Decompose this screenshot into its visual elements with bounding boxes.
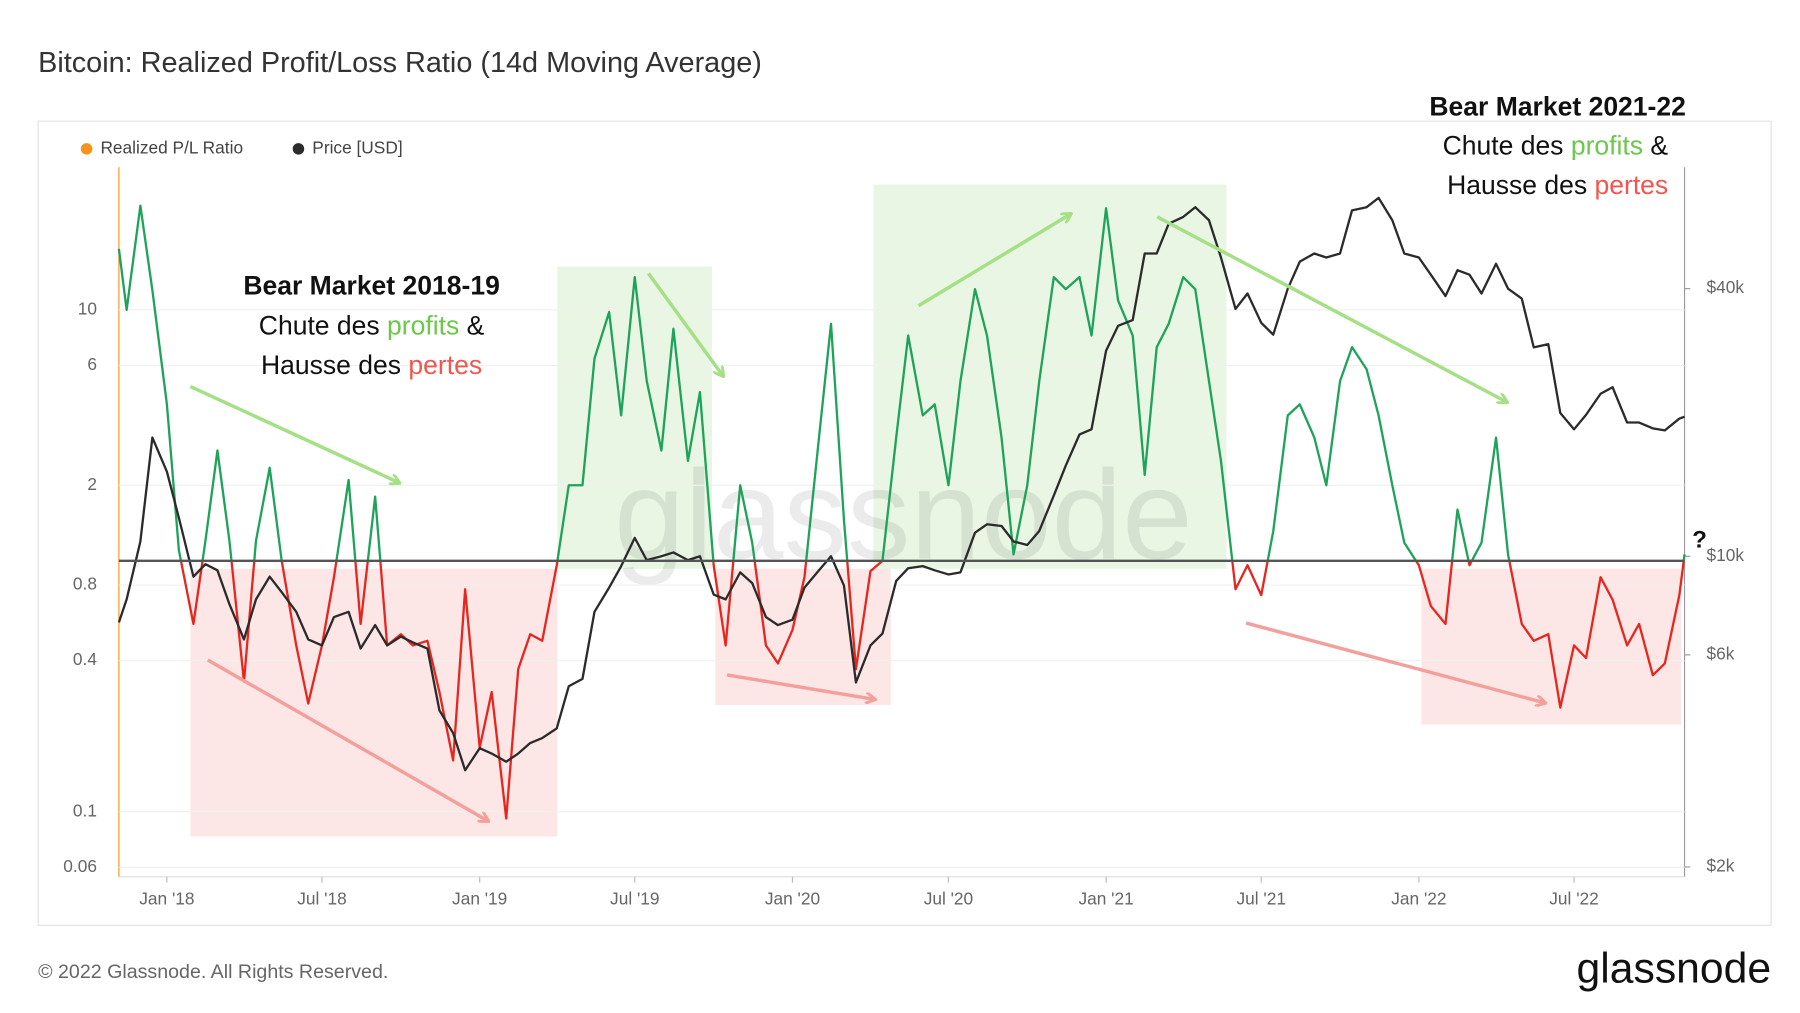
watermark: glassnode: [614, 443, 1193, 585]
y2-tick-label: $10k: [1706, 545, 1744, 565]
x-tick-label: Jan '22: [1391, 888, 1446, 908]
y2-tick-label: $6k: [1706, 643, 1734, 663]
copyright: © 2022 Glassnode. All Rights Reserved.: [38, 961, 388, 983]
annotation-text: Chute des: [259, 311, 380, 341]
arrow: [206, 658, 487, 820]
x-tick-label: Jan '19: [452, 888, 507, 908]
x-tick-label: Jul '22: [1549, 888, 1598, 908]
legend-marker: [292, 143, 305, 155]
arrow: [1156, 215, 1505, 402]
x-tick-label: Jul '21: [1236, 888, 1285, 908]
annotation-text: pertes: [408, 350, 482, 380]
annotation-line: Chute des profits &: [1443, 131, 1669, 161]
chart-title: Bitcoin: Realized Profit/Loss Ratio (14d…: [38, 47, 762, 79]
arrow: [189, 384, 398, 483]
x-tick-label: Jul '20: [924, 888, 973, 908]
annotation-text: profits: [387, 311, 459, 341]
annotation-line: Chute des profits &: [259, 311, 485, 341]
x-tick-label: Jan '18: [139, 888, 194, 908]
logo: glassnode: [1577, 945, 1772, 993]
x-tick-label: Jan '20: [765, 888, 820, 908]
annotation-text: pertes: [1594, 170, 1668, 200]
series-line: [117, 204, 1686, 820]
axes: 0.06 0.1 0.4 0.8 2 6 10 $2k $6k $10k $40k Jan '18 Ju…: [63, 167, 1744, 908]
arrow: [647, 272, 722, 375]
annotation-line: Hausse des pertes: [261, 350, 482, 380]
x-tick-label: Jul '18: [297, 888, 346, 908]
annotation-text: profits: [1571, 131, 1643, 161]
y2-tick-label: $2k: [1706, 856, 1734, 876]
chart-frame: [37, 120, 1772, 926]
y2-tick-label: $40k: [1706, 277, 1744, 297]
y-tick-label: 6: [87, 354, 97, 374]
legend-label: Realized P/L Ratio: [100, 137, 243, 157]
marker-note: ?: [1692, 527, 1707, 554]
legend-marker: [80, 143, 93, 155]
series-line: [117, 196, 1685, 772]
x-tick-label: Jan '21: [1078, 888, 1133, 908]
annotation-text: Hausse des: [261, 350, 401, 380]
annotation-title: Bear Market 2021-22: [1429, 91, 1685, 121]
annotation-title: Bear Market 2018-19: [243, 270, 499, 300]
legend: Realized P/L Ratio Price [USD]: [80, 137, 403, 157]
bull-zone: [557, 266, 712, 569]
arrow: [917, 215, 1069, 308]
bear-zone: [190, 568, 558, 837]
y-tick-label: 0.4: [73, 649, 97, 669]
annotation-text: Hausse des: [1447, 170, 1587, 200]
arrow: [726, 673, 874, 699]
annotation-line: Hausse des pertes: [1447, 170, 1668, 200]
y-tick-label: 0.1: [73, 800, 97, 820]
plot: [117, 196, 1686, 820]
legend-label: Price [USD]: [312, 137, 402, 157]
y-tick-label: 0.06: [63, 856, 97, 876]
y-tick-label: 0.8: [73, 574, 97, 594]
annotation-text: &: [467, 311, 485, 341]
arrow: [1245, 621, 1544, 703]
annotation-text: &: [1650, 131, 1668, 161]
y-tick-label: 2: [87, 474, 97, 494]
arrows: [189, 215, 1544, 821]
x-tick-label: Jul '19: [610, 888, 659, 908]
annotation-text: Chute des: [1443, 131, 1564, 161]
y-tick-label: 10: [78, 298, 97, 318]
